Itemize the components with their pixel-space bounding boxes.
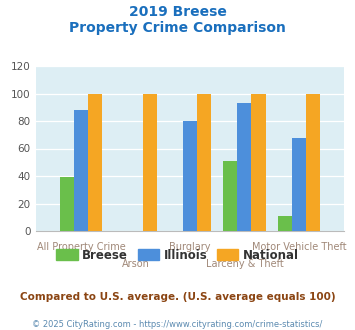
Bar (278, 216, 292, 231)
Bar (60, 178, 74, 231)
Bar (197, 93, 211, 231)
Bar (88, 93, 102, 231)
Bar (142, 93, 157, 231)
Bar (237, 103, 251, 231)
Text: All Property Crime: All Property Crime (37, 242, 125, 252)
Legend: Breese, Illinois, National: Breese, Illinois, National (51, 244, 304, 266)
Text: Arson: Arson (121, 259, 149, 269)
Text: © 2025 CityRating.com - https://www.cityrating.com/crime-statistics/: © 2025 CityRating.com - https://www.city… (32, 320, 323, 329)
Text: Larceny & Theft: Larceny & Theft (206, 259, 283, 269)
Bar (183, 121, 197, 231)
Text: Burglary: Burglary (169, 242, 211, 252)
Text: Property Crime Comparison: Property Crime Comparison (69, 21, 286, 35)
Bar (292, 138, 306, 231)
Bar (74, 110, 88, 231)
Bar (223, 161, 237, 231)
Bar (251, 93, 266, 231)
Text: Motor Vehicle Theft: Motor Vehicle Theft (252, 242, 346, 252)
Bar (306, 93, 320, 231)
Text: 2019 Breese: 2019 Breese (129, 5, 226, 19)
Text: Compared to U.S. average. (U.S. average equals 100): Compared to U.S. average. (U.S. average … (20, 292, 335, 302)
